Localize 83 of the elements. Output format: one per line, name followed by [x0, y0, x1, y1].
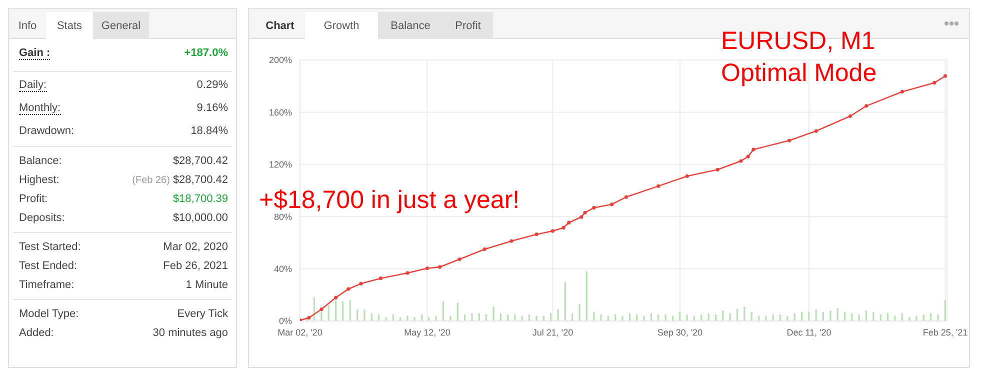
text: +187.0% — [184, 47, 228, 59]
point — [932, 80, 936, 85]
text: Test Ended: — [19, 260, 78, 272]
point — [716, 168, 720, 172]
point — [610, 202, 614, 206]
point — [864, 104, 868, 108]
point — [550, 229, 555, 233]
y-tick-label: 200% — [268, 55, 292, 66]
point — [624, 195, 628, 199]
point — [562, 226, 566, 230]
point — [583, 210, 587, 214]
point — [510, 239, 514, 243]
text: Drawdown: — [19, 125, 74, 137]
text: EURUSD, M1 — [721, 27, 876, 56]
point — [746, 154, 750, 158]
x-tick-label: May 12, '20 — [404, 327, 450, 338]
point — [320, 307, 324, 312]
y-tick-label: 120% — [268, 160, 292, 170]
text: $28,700.42 — [172, 155, 228, 167]
point — [900, 90, 904, 94]
x-tick-label: Jul 21, '20 — [532, 327, 574, 338]
text: 0.29% — [196, 79, 228, 91]
point — [346, 287, 350, 291]
annotation: +$18,700 in just a year! — [259, 186, 520, 214]
text: 1 Minute — [186, 279, 228, 291]
text: Timeframe: — [19, 279, 74, 291]
x-tick-label: Feb 25, '21 — [922, 327, 968, 338]
point — [425, 266, 430, 270]
text: Profit — [443, 12, 493, 39]
text: Test Started: — [19, 241, 81, 253]
x-tick-label: Mar 02, '20 — [278, 327, 322, 338]
x-tick-label: Sep 30, '20 — [657, 327, 703, 338]
text: Model Type: — [19, 308, 79, 320]
point — [752, 148, 756, 152]
point — [685, 174, 689, 178]
x-tick-label: Dec 11, '20 — [786, 327, 832, 338]
text: Monthly: — [19, 102, 61, 115]
text: Daily: — [19, 79, 47, 92]
y-tick-label: 160% — [268, 107, 292, 118]
text: Balance: — [19, 155, 62, 167]
point — [307, 316, 311, 320]
y-tick-label: 80% — [274, 212, 292, 222]
text: 9.16% — [196, 102, 228, 114]
text: $10,000.00 — [172, 212, 228, 224]
text: Balance — [378, 12, 443, 39]
point — [848, 114, 852, 118]
text: Gain : — [19, 47, 50, 60]
text: Stats — [46, 12, 93, 39]
point — [592, 206, 596, 210]
point — [334, 296, 338, 300]
text: Info — [17, 18, 38, 34]
text: Chart — [264, 18, 296, 34]
point — [943, 74, 947, 78]
point — [787, 138, 792, 142]
point — [458, 257, 462, 262]
text: $18,700.39 — [172, 193, 228, 205]
point — [438, 265, 442, 269]
y-tick-label: 0% — [278, 316, 292, 326]
point — [567, 220, 571, 224]
text: General — [93, 12, 149, 39]
text: $28,700.42 — [172, 174, 228, 186]
text: Growth — [305, 12, 378, 39]
point — [580, 215, 584, 219]
text: Highest: — [19, 174, 60, 186]
point — [739, 159, 743, 163]
point — [656, 184, 660, 188]
text: 30 minutes ago — [152, 327, 228, 339]
annotation: Optimal Mode — [721, 59, 877, 88]
point — [482, 247, 486, 252]
text: Added: — [19, 327, 54, 339]
point — [406, 271, 410, 275]
point — [814, 129, 818, 133]
text: Feb 26, 2021 — [163, 260, 228, 272]
point — [378, 276, 382, 280]
text: Every Tick — [177, 308, 228, 320]
text: 18.84% — [190, 125, 228, 137]
text: Deposits: — [19, 212, 65, 224]
text: Mar 02, 2020 — [163, 241, 228, 253]
text: Profit: — [19, 193, 48, 205]
point — [534, 232, 538, 236]
point — [359, 282, 363, 286]
y-tick-label: 40% — [274, 264, 292, 274]
text: (Feb 26) — [132, 174, 170, 186]
